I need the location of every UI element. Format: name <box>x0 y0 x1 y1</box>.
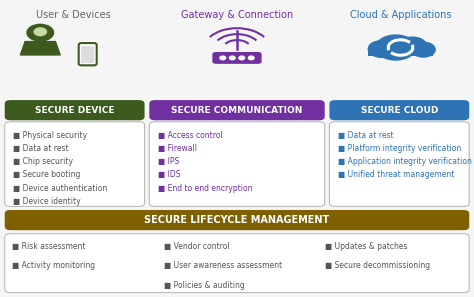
Text: ■ Access control: ■ Access control <box>158 131 223 140</box>
FancyBboxPatch shape <box>79 43 97 65</box>
Text: ■ Chip security: ■ Chip security <box>13 157 73 166</box>
FancyBboxPatch shape <box>329 122 469 206</box>
Text: ■ IPS: ■ IPS <box>158 157 179 166</box>
FancyBboxPatch shape <box>5 100 145 120</box>
Circle shape <box>34 28 46 36</box>
Text: ■ User awareness assessment: ■ User awareness assessment <box>164 261 282 270</box>
Text: ■ Updates & patches: ■ Updates & patches <box>325 242 407 251</box>
Circle shape <box>376 35 416 60</box>
FancyBboxPatch shape <box>329 100 469 120</box>
FancyBboxPatch shape <box>5 210 469 230</box>
FancyBboxPatch shape <box>149 122 325 206</box>
Text: ■ IDS: ■ IDS <box>158 170 180 179</box>
Text: ■ Secure decommissioning: ■ Secure decommissioning <box>325 261 430 270</box>
Text: ■ Risk assessment: ■ Risk assessment <box>12 242 85 251</box>
Bar <box>368 47 433 56</box>
Text: ■ Secure booting: ■ Secure booting <box>13 170 81 179</box>
Text: Cloud & Applications: Cloud & Applications <box>350 10 451 20</box>
Text: ■ Device authentication: ■ Device authentication <box>13 184 108 192</box>
Polygon shape <box>20 42 60 55</box>
Circle shape <box>368 41 395 57</box>
Text: SECURE DEVICE: SECURE DEVICE <box>35 106 114 115</box>
Text: ■ Firewall: ■ Firewall <box>158 144 197 153</box>
FancyBboxPatch shape <box>5 234 469 293</box>
Text: ■ Device identity: ■ Device identity <box>13 197 81 206</box>
Circle shape <box>27 24 54 41</box>
FancyBboxPatch shape <box>5 122 145 206</box>
Text: ■ End to end encryption: ■ End to end encryption <box>158 184 252 192</box>
Text: Gateway & Connection: Gateway & Connection <box>181 10 293 20</box>
Text: ■ Unified threat management: ■ Unified threat management <box>338 170 455 179</box>
Text: SECURE COMMUNICATION: SECURE COMMUNICATION <box>171 106 303 115</box>
Text: SECURE LIFECYCLE MANAGEMENT: SECURE LIFECYCLE MANAGEMENT <box>145 215 329 225</box>
Circle shape <box>248 56 254 60</box>
FancyBboxPatch shape <box>212 52 262 64</box>
Circle shape <box>239 56 245 60</box>
Text: ■ Platform integrity verification: ■ Platform integrity verification <box>338 144 461 153</box>
Text: User & Devices: User & Devices <box>36 10 111 20</box>
Text: SECURE CLOUD: SECURE CLOUD <box>361 106 438 115</box>
Text: ■ Physical security: ■ Physical security <box>13 131 87 140</box>
Text: ■ Data at rest: ■ Data at rest <box>338 131 393 140</box>
Circle shape <box>398 37 427 55</box>
Circle shape <box>411 42 435 57</box>
Text: ■ Policies & auditing: ■ Policies & auditing <box>164 281 244 290</box>
FancyBboxPatch shape <box>149 100 325 120</box>
Text: ■ Vendor control: ■ Vendor control <box>164 242 229 251</box>
Circle shape <box>220 56 226 60</box>
FancyBboxPatch shape <box>81 46 94 63</box>
Text: ■ Activity monitoring: ■ Activity monitoring <box>12 261 95 270</box>
Text: ■ Data at rest: ■ Data at rest <box>13 144 69 153</box>
Text: ■ Application integrity verification: ■ Application integrity verification <box>338 157 472 166</box>
Circle shape <box>229 56 235 60</box>
